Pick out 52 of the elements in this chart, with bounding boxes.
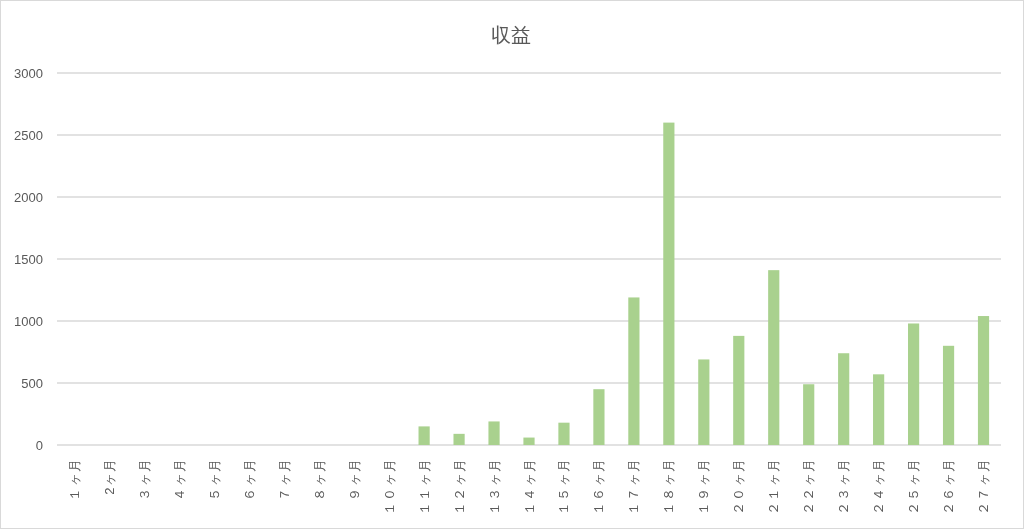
x-tick-label: １８ヶ月 <box>661 457 677 515</box>
bar <box>418 426 430 445</box>
x-tick-label: １０ヶ月 <box>381 457 397 515</box>
x-tick-label: １ヶ月 <box>66 457 82 501</box>
x-tick-label: １６ヶ月 <box>591 457 607 515</box>
x-tick-label: ５ヶ月 <box>206 457 222 501</box>
x-tick-label: ２７ヶ月 <box>976 457 992 515</box>
chart-title: 収益 <box>491 24 531 46</box>
x-tick-label: 2ヶ月 <box>101 457 117 495</box>
y-tick-label: 3000 <box>14 65 43 81</box>
x-tick-label: ７ヶ月 <box>276 457 292 501</box>
x-tick-label: ２５ヶ月 <box>906 457 922 515</box>
y-tick-label: 1000 <box>14 313 43 329</box>
bar <box>942 345 955 445</box>
bar <box>558 422 570 445</box>
x-tick-label: ２２ヶ月 <box>801 457 817 515</box>
y-tick-label: 2500 <box>14 127 43 143</box>
x-tick-label: ２３ヶ月 <box>836 457 852 515</box>
x-tick-label: ４ヶ月 <box>171 457 187 501</box>
bar <box>977 316 990 445</box>
x-tick-label: １５ヶ月 <box>556 457 572 515</box>
x-tick-label: １２ヶ月 <box>451 457 467 515</box>
x-tick-label: ３ヶ月 <box>136 457 152 501</box>
x-tick-label: ８ヶ月 <box>311 457 327 501</box>
x-tick-label: １１ヶ月 <box>416 457 432 515</box>
x-tick-label: １７ヶ月 <box>626 457 642 515</box>
bar <box>873 374 885 445</box>
bar <box>663 122 675 445</box>
bar <box>733 335 745 445</box>
bar <box>488 421 500 445</box>
bar <box>453 433 465 445</box>
x-tick-label: ２６ヶ月 <box>941 457 957 515</box>
y-tick-label: 1500 <box>14 251 43 267</box>
bar <box>698 359 710 445</box>
bar <box>803 384 815 445</box>
x-tick-label: ６ヶ月 <box>241 457 257 501</box>
bar <box>628 297 640 445</box>
x-tick-label: ２４ヶ月 <box>871 457 887 515</box>
bar <box>838 353 850 445</box>
x-tick-label: ２０ヶ月 <box>731 457 747 515</box>
x-tick-label: １９ヶ月 <box>696 457 712 515</box>
x-tick-label: １３ヶ月 <box>486 457 502 515</box>
bar <box>768 270 780 445</box>
x-tick-label: ９ヶ月 <box>346 457 362 501</box>
bar <box>908 323 920 445</box>
y-tick-label: 2000 <box>14 189 43 205</box>
bar <box>523 437 535 445</box>
x-tick-label: １４ヶ月 <box>521 457 537 515</box>
y-tick-label: 500 <box>21 375 43 391</box>
bar <box>593 389 605 445</box>
x-tick-label: ２１ヶ月 <box>766 457 782 515</box>
y-tick-label: 0 <box>35 437 43 453</box>
